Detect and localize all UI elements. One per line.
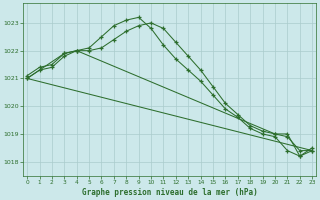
X-axis label: Graphe pression niveau de la mer (hPa): Graphe pression niveau de la mer (hPa) — [82, 188, 258, 197]
